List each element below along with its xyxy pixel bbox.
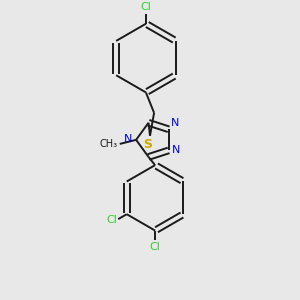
Text: N: N — [171, 118, 179, 128]
Text: CH₃: CH₃ — [99, 139, 117, 149]
Text: Cl: Cl — [140, 2, 151, 12]
Text: N: N — [124, 134, 132, 144]
Text: Cl: Cl — [150, 242, 160, 252]
Text: S: S — [143, 138, 152, 151]
Text: Cl: Cl — [106, 215, 117, 225]
Text: N: N — [172, 145, 180, 154]
